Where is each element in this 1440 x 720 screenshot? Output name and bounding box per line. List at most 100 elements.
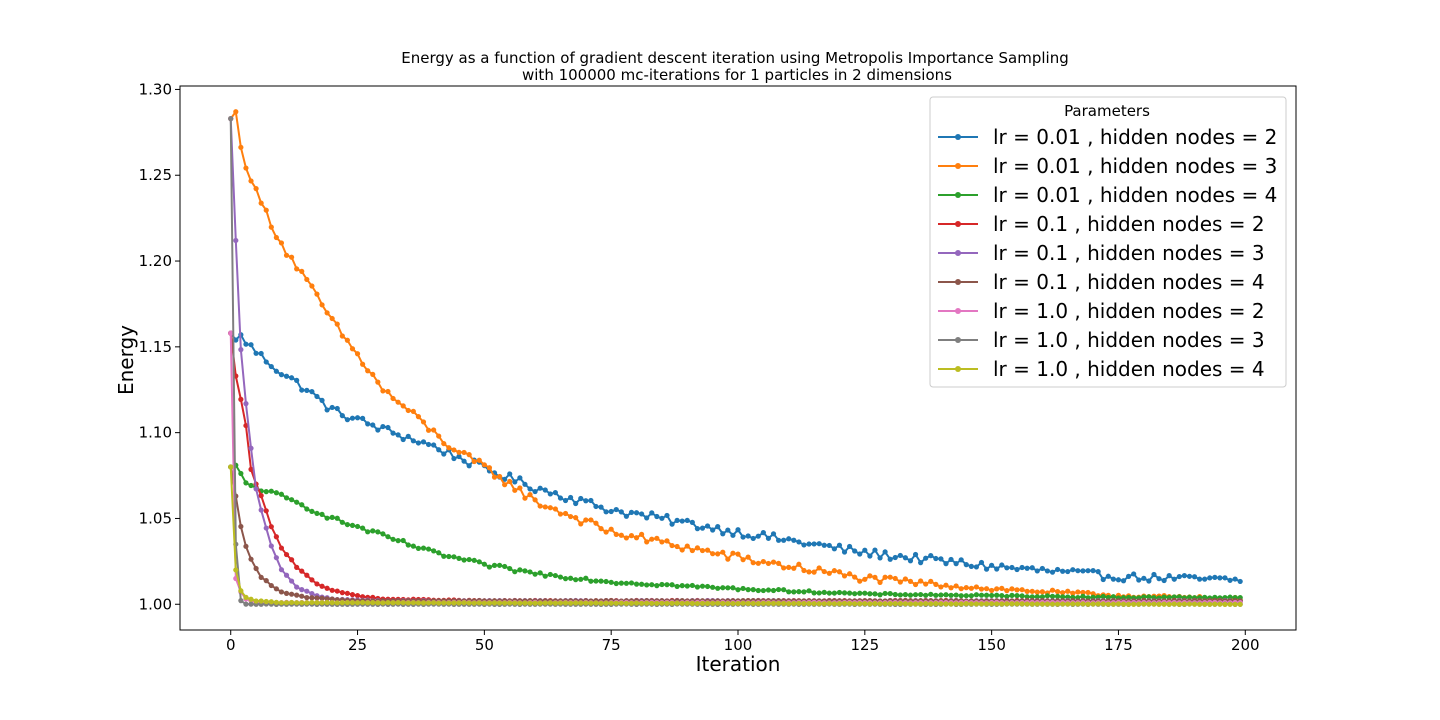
data-point xyxy=(862,547,868,553)
data-point xyxy=(446,445,452,451)
legend-item: lr = 0.1 , hidden nodes = 2 xyxy=(938,212,1265,236)
data-point xyxy=(1029,588,1035,594)
data-point xyxy=(268,599,274,605)
data-point xyxy=(918,591,924,598)
data-point xyxy=(872,547,878,553)
data-point xyxy=(1146,594,1152,600)
data-point xyxy=(496,600,503,606)
data-point xyxy=(603,600,609,606)
data-point xyxy=(928,578,934,584)
data-point xyxy=(760,587,766,594)
data-point xyxy=(1090,568,1096,574)
data-point xyxy=(649,510,655,516)
data-point xyxy=(552,506,558,512)
data-point xyxy=(623,600,630,606)
data-point xyxy=(486,600,493,606)
data-point xyxy=(943,592,949,598)
data-point xyxy=(1146,601,1152,607)
data-point xyxy=(633,510,640,516)
data-point xyxy=(385,599,391,606)
data-point xyxy=(973,564,980,570)
data-point xyxy=(1161,577,1167,584)
data-point xyxy=(816,541,822,547)
data-point xyxy=(268,363,274,370)
legend-box xyxy=(929,96,1287,388)
data-point xyxy=(598,578,604,584)
data-point xyxy=(456,449,462,455)
data-point xyxy=(882,601,888,607)
data-point xyxy=(324,515,330,521)
x-tick-label: 175 xyxy=(1104,636,1133,654)
data-point xyxy=(512,569,518,575)
data-point xyxy=(1156,576,1162,582)
data-point xyxy=(933,592,939,598)
data-point xyxy=(892,554,898,561)
data-point xyxy=(360,599,366,606)
data-point xyxy=(928,553,934,559)
data-point xyxy=(999,592,1005,599)
data-point xyxy=(441,451,447,457)
data-point xyxy=(826,542,832,549)
data-point xyxy=(405,407,411,414)
data-point xyxy=(948,585,954,591)
data-point xyxy=(294,600,300,606)
data-point xyxy=(654,535,660,541)
data-point xyxy=(431,442,437,448)
data-point xyxy=(568,513,574,520)
data-point xyxy=(831,590,837,596)
data-point xyxy=(1054,601,1061,607)
data-point xyxy=(410,600,416,606)
data-point xyxy=(704,583,711,590)
data-point xyxy=(562,510,569,517)
data-point xyxy=(344,337,350,343)
chart-title: Energy as a function of gradient descent… xyxy=(401,49,1068,67)
data-point xyxy=(319,595,325,601)
data-point xyxy=(278,567,285,573)
series-9 xyxy=(228,464,1243,607)
data-point xyxy=(294,564,300,570)
data-point xyxy=(892,600,898,607)
data-point xyxy=(694,600,701,607)
data-point xyxy=(243,480,249,486)
data-point xyxy=(1110,594,1116,600)
data-point xyxy=(826,600,832,607)
data-point xyxy=(1222,575,1228,581)
data-point xyxy=(329,587,335,593)
data-point xyxy=(309,389,315,395)
data-point xyxy=(507,471,513,477)
data-point xyxy=(502,476,508,482)
x-axis-label: Iteration xyxy=(696,652,781,676)
data-point xyxy=(552,572,558,579)
data-point xyxy=(892,591,898,598)
data-point xyxy=(628,509,635,515)
data-point xyxy=(710,527,716,533)
data-point xyxy=(491,600,498,606)
data-point xyxy=(978,586,985,592)
data-point xyxy=(304,572,310,578)
data-point xyxy=(1054,589,1061,595)
data-point xyxy=(816,601,822,607)
data-point xyxy=(836,569,843,575)
data-point xyxy=(654,600,660,606)
data-point xyxy=(415,545,422,552)
data-point xyxy=(1161,601,1167,607)
data-point xyxy=(370,422,376,428)
data-point xyxy=(238,347,244,353)
data-point xyxy=(436,447,442,453)
data-point xyxy=(1186,573,1193,579)
data-point xyxy=(1197,601,1203,607)
data-point xyxy=(633,535,640,541)
data-point xyxy=(334,588,340,594)
y-axis-label: Energy xyxy=(114,325,138,395)
data-point xyxy=(923,600,929,607)
y-tick-label: 1.20 xyxy=(139,252,172,270)
data-point xyxy=(456,555,462,561)
data-point xyxy=(253,350,259,356)
data-point xyxy=(502,600,508,606)
data-point xyxy=(380,531,386,537)
data-point xyxy=(451,554,457,560)
legend-swatch-marker xyxy=(955,366,961,372)
data-point xyxy=(365,421,371,427)
data-point xyxy=(542,487,548,493)
data-point xyxy=(527,492,533,498)
